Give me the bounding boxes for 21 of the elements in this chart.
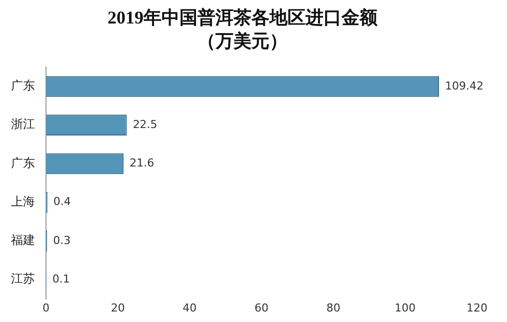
y-tick-label: 广东	[11, 78, 35, 93]
x-tick-label: 60	[254, 301, 268, 314]
x-tick-label: 120	[466, 301, 488, 314]
x-tick-label: 40	[182, 301, 197, 314]
data-label: 0.1	[52, 272, 70, 286]
y-tick-label: 广东	[11, 156, 35, 170]
data-label: 109.42	[445, 79, 484, 92]
data-label: 0.3	[53, 234, 71, 247]
y-tick-label: 江苏	[11, 272, 35, 286]
data-label: 0.4	[53, 195, 71, 208]
data-label: 21.6	[130, 156, 154, 170]
x-tick-label: 100	[394, 301, 416, 314]
x-tick-label: 0	[42, 301, 50, 314]
y-tick-label: 福建	[11, 233, 35, 248]
x-tick-label: 80	[326, 301, 340, 314]
chart-title: 2019年中国普洱茶各地区进口金额	[108, 7, 378, 28]
data-label: 22.5	[132, 118, 158, 131]
chart-subtitle: （万美元）	[198, 31, 288, 52]
x-tick-label: 20	[110, 301, 125, 314]
y-tick-label: 上海	[11, 194, 35, 208]
y-tick-label: 浙江	[11, 117, 35, 132]
